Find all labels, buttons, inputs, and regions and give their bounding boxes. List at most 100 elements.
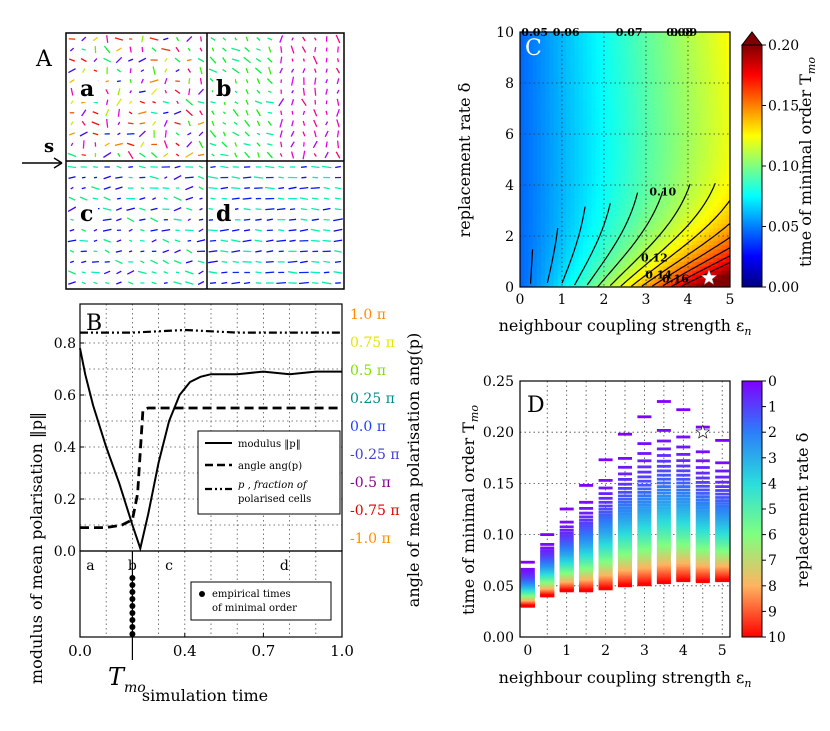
heat-cell bbox=[713, 177, 718, 182]
scatter-bar bbox=[696, 580, 710, 583]
heat-cell bbox=[625, 41, 630, 46]
heat-cell bbox=[596, 279, 601, 284]
heat-cell bbox=[549, 185, 554, 190]
heat-cell bbox=[591, 257, 596, 262]
heat-cell bbox=[617, 41, 622, 46]
heat-cell bbox=[709, 36, 714, 41]
heat-cell bbox=[591, 279, 596, 284]
polarity-arrow bbox=[338, 47, 339, 53]
heat-cell bbox=[705, 96, 710, 101]
heat-cell bbox=[545, 194, 550, 199]
heat-cell bbox=[688, 138, 693, 143]
heat-cell bbox=[659, 58, 664, 63]
heat-cell bbox=[545, 92, 550, 97]
heat-cell bbox=[575, 211, 580, 216]
y-tick-label: 0.10 bbox=[483, 528, 514, 544]
heat-cell bbox=[541, 253, 546, 258]
heat-cell bbox=[621, 172, 626, 177]
heat-cell bbox=[596, 257, 601, 262]
heat-cell bbox=[713, 249, 718, 254]
heat-cell bbox=[680, 160, 685, 165]
heat-cell bbox=[520, 62, 525, 67]
heat-cell bbox=[562, 206, 567, 211]
heat-cell bbox=[717, 66, 722, 71]
heat-cell bbox=[696, 202, 701, 207]
heat-cell bbox=[528, 109, 533, 114]
heat-cell bbox=[722, 126, 727, 131]
heat-cell bbox=[575, 49, 580, 54]
heat-cell bbox=[612, 160, 617, 165]
heat-cell bbox=[713, 143, 718, 148]
heat-cell bbox=[554, 113, 559, 118]
heat-cell bbox=[654, 96, 659, 101]
scatter-bar bbox=[637, 491, 651, 494]
heat-cell bbox=[667, 228, 672, 233]
heat-cell bbox=[566, 41, 571, 46]
series-dashdot bbox=[80, 330, 342, 333]
heat-cell bbox=[575, 266, 580, 271]
heat-cell bbox=[667, 83, 672, 88]
heat-cell bbox=[541, 121, 546, 126]
heat-cell bbox=[554, 75, 559, 80]
heat-cell bbox=[654, 228, 659, 233]
heat-cell bbox=[625, 202, 630, 207]
heat-cell bbox=[680, 219, 685, 224]
heat-cell bbox=[688, 66, 693, 71]
y-tick-label: 0.15 bbox=[483, 476, 514, 492]
heat-cell bbox=[554, 164, 559, 169]
heat-cell bbox=[625, 194, 630, 199]
heat-cell bbox=[633, 126, 638, 131]
legend-angle-label: angle ang(p) bbox=[238, 461, 302, 472]
heat-cell bbox=[524, 211, 529, 216]
scatter-bar bbox=[637, 415, 651, 418]
heat-cell bbox=[570, 185, 575, 190]
heat-cell bbox=[663, 109, 668, 114]
heat-cell bbox=[591, 228, 596, 233]
heat-cell bbox=[663, 58, 668, 63]
heat-cell bbox=[562, 62, 567, 67]
heat-cell bbox=[621, 113, 626, 118]
heat-cell bbox=[705, 100, 710, 105]
heat-cell bbox=[692, 121, 697, 126]
heat-cell bbox=[709, 126, 714, 131]
x-tick-label: 2 bbox=[600, 292, 609, 308]
heat-cell bbox=[654, 117, 659, 122]
heat-cell bbox=[717, 274, 722, 279]
scatter-bar bbox=[579, 501, 593, 504]
heat-cell bbox=[528, 83, 533, 88]
heat-cell bbox=[608, 223, 613, 228]
heat-cell bbox=[722, 274, 727, 279]
heat-cell bbox=[524, 138, 529, 143]
heat-cell bbox=[659, 219, 664, 224]
heat-cell bbox=[701, 151, 706, 156]
scatter-bar bbox=[637, 442, 651, 445]
heat-cell bbox=[646, 138, 651, 143]
heat-cell bbox=[621, 62, 626, 67]
heat-cell bbox=[583, 113, 588, 118]
heat-cell bbox=[713, 113, 718, 118]
heat-cell bbox=[579, 58, 584, 63]
scatter-bar bbox=[676, 453, 690, 456]
empirical-dot bbox=[129, 589, 135, 595]
heat-cell bbox=[680, 211, 685, 216]
heat-cell bbox=[537, 109, 542, 114]
heat-cell bbox=[604, 160, 609, 165]
heat-cell bbox=[587, 219, 592, 224]
heat-cell bbox=[629, 228, 634, 233]
polarity-arrow bbox=[209, 188, 218, 189]
y-tick-label: 10 bbox=[496, 25, 514, 41]
heat-cell bbox=[566, 160, 571, 165]
heat-cell bbox=[608, 155, 613, 160]
heat-cell bbox=[663, 151, 668, 156]
panel-d-label: D bbox=[527, 393, 545, 418]
heat-cell bbox=[646, 155, 651, 160]
heat-cell bbox=[562, 96, 567, 101]
scatter-bar bbox=[618, 466, 632, 469]
heat-cell bbox=[608, 172, 613, 177]
heat-cell bbox=[541, 155, 546, 160]
heat-cell bbox=[566, 96, 571, 101]
heat-cell bbox=[612, 104, 617, 109]
heat-cell bbox=[524, 75, 529, 80]
heat-cell bbox=[545, 168, 550, 173]
heat-cell bbox=[554, 117, 559, 122]
